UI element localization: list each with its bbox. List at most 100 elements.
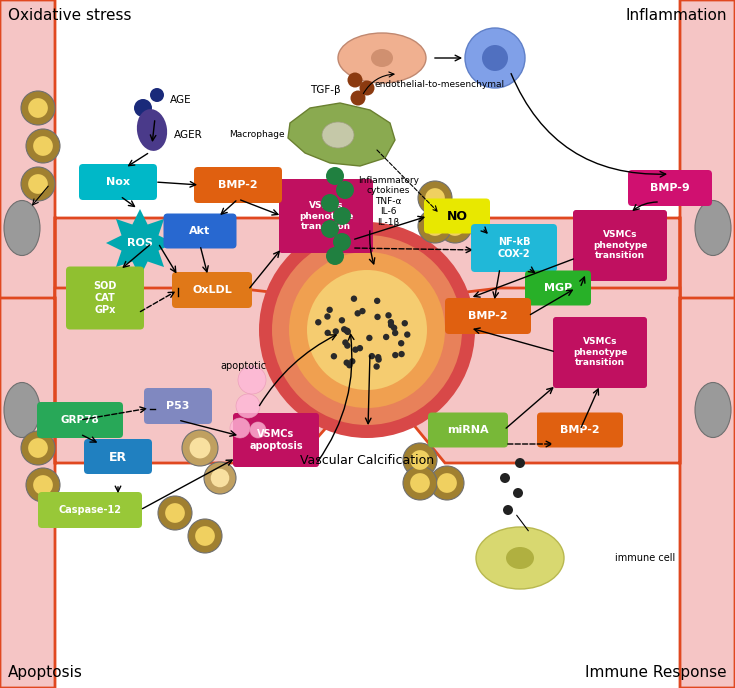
Text: Oxidative stress: Oxidative stress [8,8,132,23]
Text: BMP-2: BMP-2 [560,425,600,435]
Circle shape [344,343,351,349]
Circle shape [373,363,380,369]
Circle shape [391,325,398,331]
Circle shape [343,327,350,334]
Polygon shape [0,288,380,688]
Circle shape [425,188,445,208]
Circle shape [28,98,48,118]
Circle shape [403,443,437,477]
Circle shape [326,307,333,313]
Ellipse shape [695,200,731,255]
Circle shape [28,438,48,458]
Circle shape [321,194,339,212]
Circle shape [21,167,55,201]
Circle shape [26,129,60,163]
Circle shape [513,488,523,498]
Text: VSMCs
apoptosis: VSMCs apoptosis [249,429,303,451]
Circle shape [392,330,398,336]
Ellipse shape [506,547,534,569]
Circle shape [438,209,472,243]
Circle shape [33,136,53,156]
FancyBboxPatch shape [38,492,142,528]
Circle shape [33,475,53,495]
Text: Caspase-12: Caspase-12 [59,505,121,515]
Circle shape [398,351,405,357]
Circle shape [341,326,348,332]
FancyBboxPatch shape [84,439,152,474]
Text: immune cell: immune cell [615,553,675,563]
Circle shape [445,216,465,236]
Circle shape [410,450,430,470]
Circle shape [204,462,236,494]
Text: Nox: Nox [106,177,130,187]
FancyBboxPatch shape [424,199,490,233]
Circle shape [374,298,381,304]
Text: Immune Response: Immune Response [585,665,727,680]
Text: Vascular Calcification: Vascular Calcification [300,453,434,466]
Circle shape [134,99,152,117]
Circle shape [332,328,339,334]
FancyBboxPatch shape [194,167,282,203]
Circle shape [349,358,356,365]
Circle shape [21,91,55,125]
Circle shape [418,209,452,243]
Text: VSMCs
phenotype
transition: VSMCs phenotype transition [573,337,627,367]
Circle shape [331,353,337,359]
Ellipse shape [4,383,40,438]
Circle shape [356,345,363,352]
Text: SOD
CAT
GPx: SOD CAT GPx [93,281,117,314]
Circle shape [375,354,381,361]
Circle shape [515,458,525,468]
Circle shape [418,181,452,215]
Circle shape [324,313,331,320]
FancyBboxPatch shape [279,179,373,253]
Circle shape [404,332,410,338]
FancyBboxPatch shape [37,402,123,438]
Text: MGP: MGP [544,283,572,293]
Circle shape [374,314,381,320]
FancyBboxPatch shape [573,210,667,281]
FancyBboxPatch shape [66,266,144,330]
Circle shape [346,362,353,369]
Circle shape [359,308,365,314]
Text: Inflammatory
cytokines
TNF-α
IL-6
IL-1β: Inflammatory cytokines TNF-α IL-6 IL-1β [358,176,419,226]
Circle shape [21,431,55,465]
Ellipse shape [4,200,40,255]
Text: AGER: AGER [174,130,203,140]
Text: NF-kB
COX-2: NF-kB COX-2 [498,237,531,259]
FancyBboxPatch shape [172,272,252,308]
Ellipse shape [322,122,354,148]
Text: Akt: Akt [190,226,211,236]
Circle shape [289,252,445,408]
Circle shape [503,505,513,515]
Circle shape [195,526,215,546]
Circle shape [403,466,437,500]
Circle shape [321,220,339,238]
Circle shape [165,503,185,523]
FancyBboxPatch shape [471,224,557,272]
Text: Macrophage: Macrophage [229,129,285,138]
Circle shape [410,473,430,493]
Circle shape [333,233,351,251]
Circle shape [238,366,266,394]
Ellipse shape [338,33,426,83]
Ellipse shape [371,49,393,67]
Circle shape [26,468,60,502]
Circle shape [425,216,445,236]
Ellipse shape [476,527,564,589]
Circle shape [430,466,464,500]
FancyBboxPatch shape [553,317,647,388]
Circle shape [158,496,192,530]
Text: ER: ER [109,451,127,464]
FancyBboxPatch shape [428,413,508,447]
Circle shape [401,320,408,326]
Circle shape [343,359,350,366]
Circle shape [437,473,457,493]
Circle shape [259,222,475,438]
Circle shape [28,174,48,194]
Text: ROS: ROS [127,238,153,248]
Circle shape [250,422,266,438]
FancyBboxPatch shape [525,270,591,305]
Text: VSMCs
phenotype
transition: VSMCs phenotype transition [299,201,354,231]
Circle shape [339,317,345,323]
